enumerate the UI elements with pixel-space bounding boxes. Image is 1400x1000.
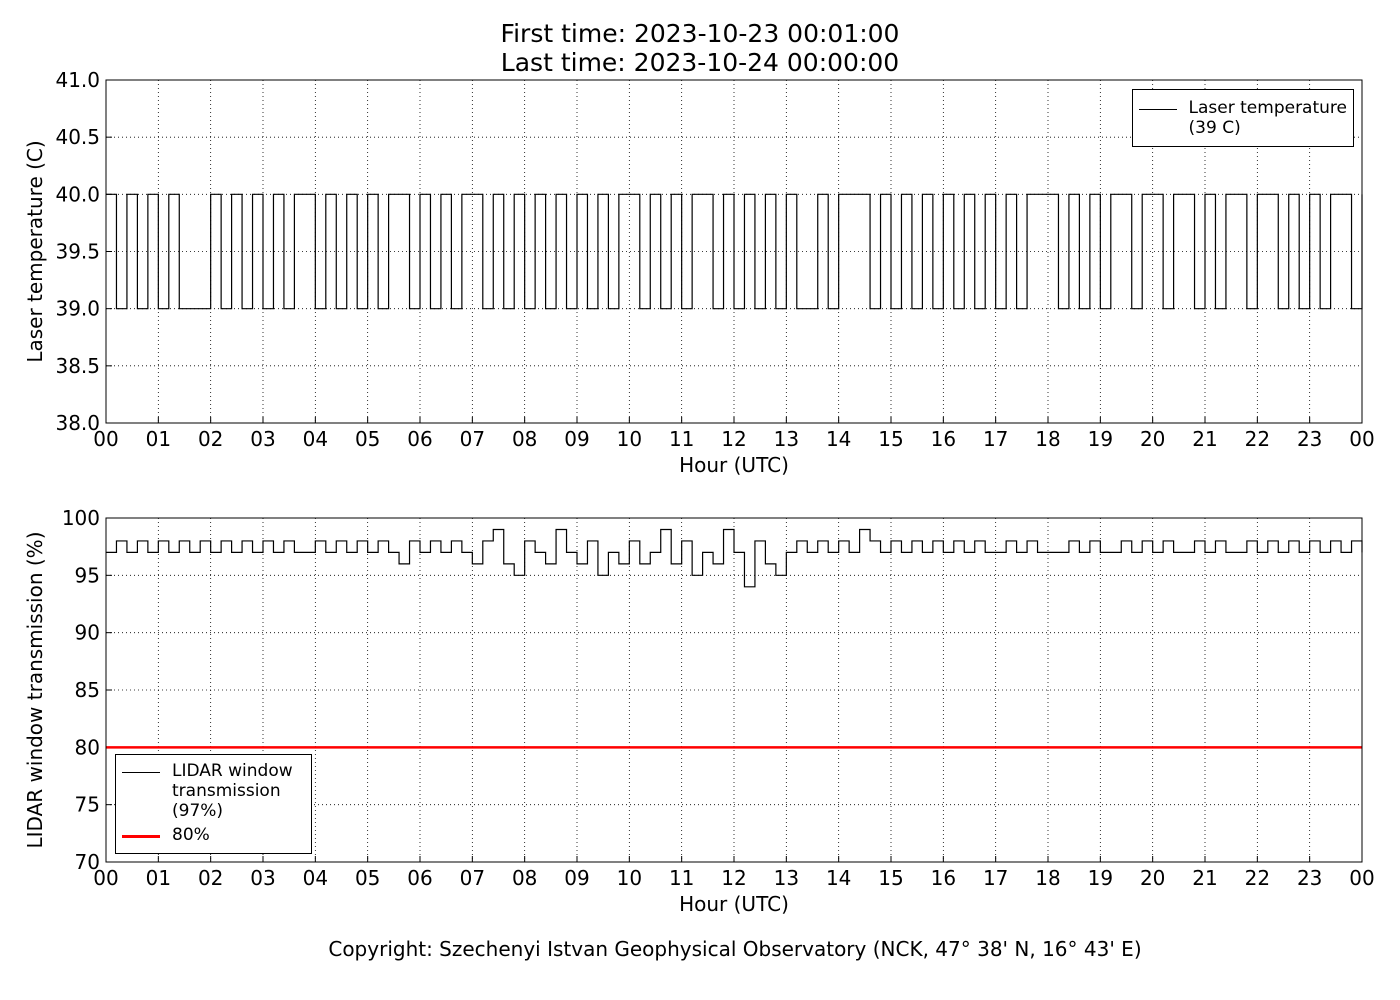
x-tick-label: 07 — [460, 866, 485, 890]
y-tick-label: 40.0 — [55, 182, 100, 206]
x-tick-label: 19 — [1088, 866, 1113, 890]
y-tick-label: 70 — [75, 850, 100, 874]
x-tick-label: 13 — [774, 866, 799, 890]
x-tick-label: 21 — [1192, 866, 1217, 890]
x-tick-label: 15 — [878, 866, 903, 890]
x-tick-label: 00 — [1349, 427, 1374, 451]
data-line — [106, 193, 1363, 310]
y-axis-label: Laser temperature (C) — [23, 140, 47, 362]
x-tick-label: 09 — [564, 866, 589, 890]
x-tick-label: 01 — [146, 427, 171, 451]
legend: LIDAR window transmission (97%) 80% — [115, 754, 312, 854]
x-tick-label: 16 — [931, 866, 956, 890]
y-tick-label: 80 — [75, 735, 100, 759]
x-tick-label: 17 — [983, 427, 1008, 451]
x-tick-label: 20 — [1140, 427, 1165, 451]
x-tick-label: 16 — [931, 427, 956, 451]
y-tick-label: 38.0 — [55, 411, 100, 435]
x-tick-label: 18 — [1035, 866, 1060, 890]
x-tick-label: 13 — [774, 427, 799, 451]
x-tick-label: 02 — [198, 427, 223, 451]
x-tick-label: 07 — [460, 427, 485, 451]
x-tick-label: 03 — [250, 427, 275, 451]
x-tick-label: 11 — [669, 866, 694, 890]
x-tick-label: 08 — [512, 427, 537, 451]
x-tick-label: 04 — [303, 427, 328, 451]
x-tick-label: 06 — [407, 866, 432, 890]
x-tick-label: 08 — [512, 866, 537, 890]
data-line — [106, 528, 1363, 588]
legend-label: 80% — [172, 825, 210, 845]
x-tick-label: 21 — [1192, 427, 1217, 451]
x-tick-label: 00 — [1349, 866, 1374, 890]
legend: Laser temperature (39 C) — [1131, 89, 1354, 147]
y-tick-label: 95 — [75, 563, 100, 587]
y-tick-label: 75 — [75, 793, 100, 817]
y-tick-label: 39.5 — [55, 240, 100, 264]
x-tick-label: 22 — [1245, 427, 1270, 451]
legend-entry: 80% — [116, 825, 305, 845]
x-tick-label: 00 — [93, 427, 118, 451]
x-tick-label: 14 — [826, 427, 851, 451]
legend-swatch — [122, 772, 160, 773]
y-tick-label: 40.5 — [55, 125, 100, 149]
footer: Copyright: Szechenyi Istvan Geophysical … — [328, 937, 1142, 961]
legend-entry: LIDAR window transmission (97%) — [116, 761, 305, 821]
x-tick-label: 15 — [878, 427, 903, 451]
x-tick-label: 19 — [1088, 427, 1113, 451]
x-tick-label: 02 — [198, 866, 223, 890]
x-tick-label: 14 — [826, 866, 851, 890]
y-tick-label: 85 — [75, 678, 100, 702]
y-tick-label: 39.0 — [55, 297, 100, 321]
x-tick-label: 10 — [617, 866, 642, 890]
x-tick-label: 20 — [1140, 866, 1165, 890]
legend-swatch — [1138, 109, 1177, 110]
x-tick-label: 10 — [617, 427, 642, 451]
x-tick-label: 05 — [355, 427, 380, 451]
x-tick-label: 00 — [93, 866, 118, 890]
x-tick-label: 01 — [146, 866, 171, 890]
x-tick-label: 22 — [1245, 866, 1270, 890]
legend-label: LIDAR window transmission (97%) — [172, 761, 293, 821]
x-tick-label: 04 — [303, 866, 328, 890]
legend-label: Laser temperature (39 C) — [1188, 98, 1347, 138]
axes-frame — [105, 79, 1363, 424]
y-axis-label: LIDAR window transmission (%) — [23, 532, 47, 849]
x-tick-label: 03 — [250, 866, 275, 890]
x-tick-label: 11 — [669, 427, 694, 451]
x-tick-label: 06 — [407, 427, 432, 451]
x-axis-label: Hour (UTC) — [679, 892, 789, 916]
title: First time: 2023-10-23 00:01:00 Last tim… — [500, 19, 900, 77]
y-tick-label: 38.5 — [55, 354, 100, 378]
axes-frame — [105, 517, 1363, 863]
x-tick-label: 17 — [983, 866, 1008, 890]
x-axis-label: Hour (UTC) — [679, 453, 789, 477]
x-tick-label: 09 — [564, 427, 589, 451]
legend-swatch — [122, 835, 160, 838]
x-tick-label: 23 — [1297, 866, 1322, 890]
y-tick-label: 100 — [62, 506, 100, 530]
legend-entry: Laser temperature (39 C) — [1133, 98, 1347, 138]
y-tick-label: 90 — [75, 621, 100, 645]
x-tick-label: 12 — [721, 427, 746, 451]
x-tick-label: 23 — [1297, 427, 1322, 451]
x-tick-label: 05 — [355, 866, 380, 890]
x-tick-label: 12 — [721, 866, 746, 890]
y-tick-label: 41.0 — [55, 68, 100, 92]
x-tick-label: 18 — [1035, 427, 1060, 451]
